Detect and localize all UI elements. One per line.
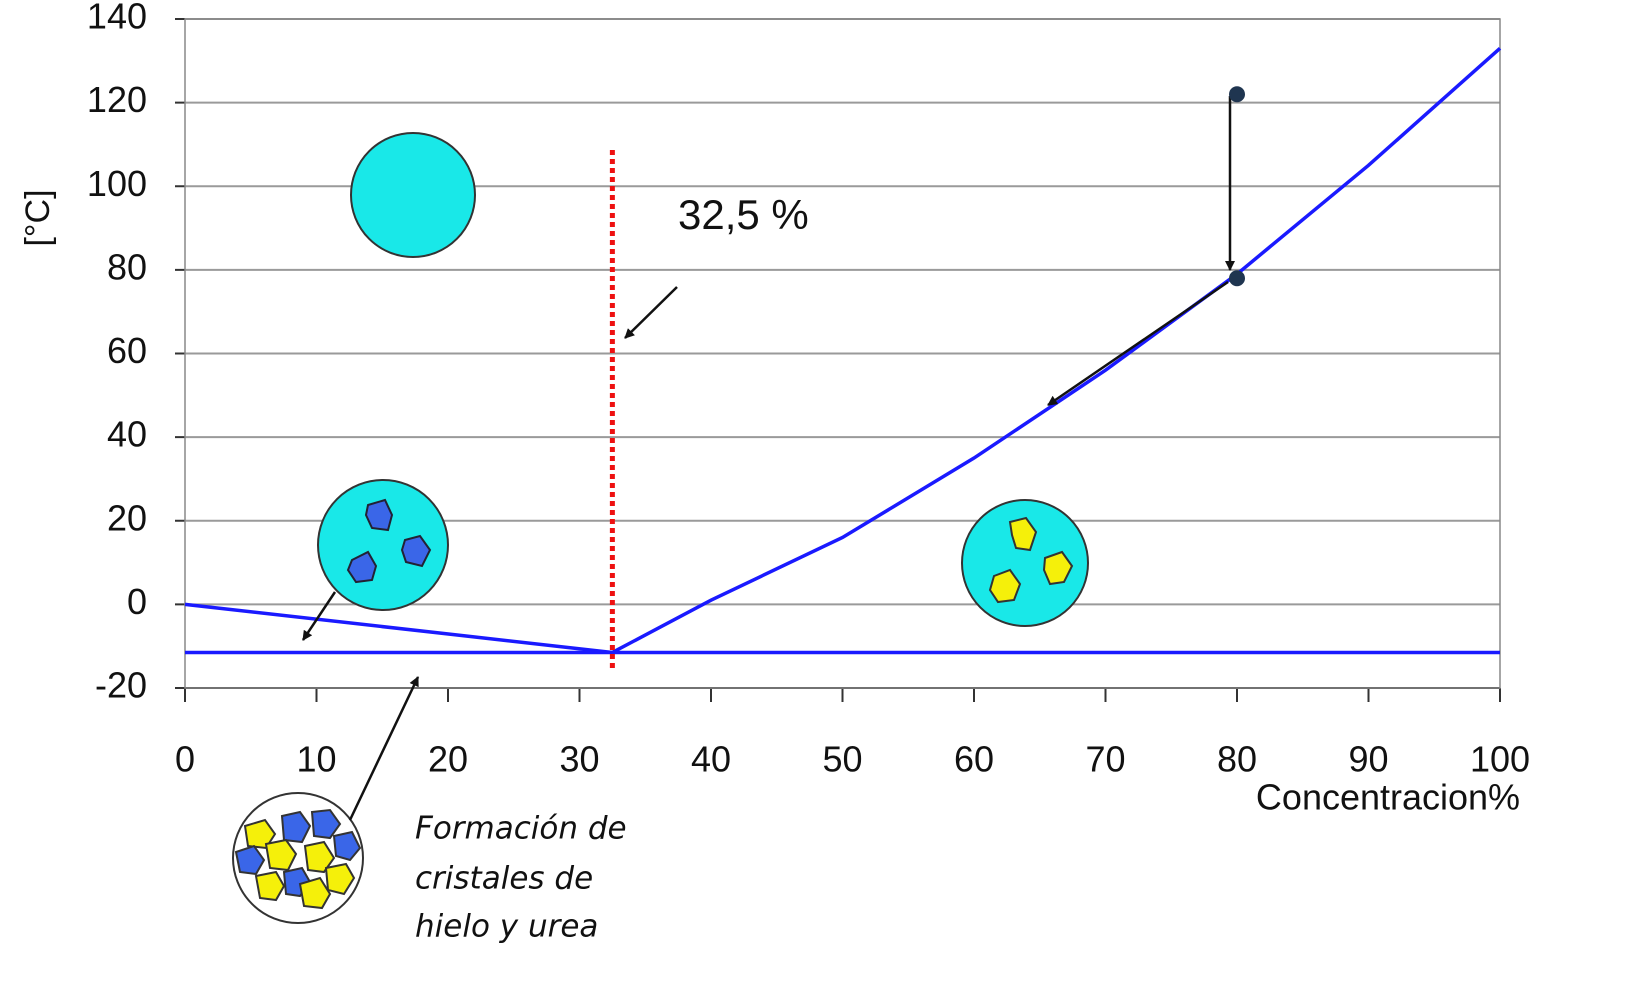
x-tick-label: 80 [1217,739,1257,780]
point [1229,86,1245,102]
x-tick-label: 70 [1085,739,1125,780]
x-tick-label: 100 [1470,739,1530,780]
y-tick-label: 80 [107,246,147,287]
urea-icon [962,500,1088,626]
x-tick-label: 30 [559,739,599,780]
foreground [612,86,1245,672]
x-tick-label: 40 [691,739,731,780]
liquid-icon [351,133,475,257]
grid: -20 0 20 40 60 80 100 120 140 0 10 20 30 40 50 60 70 80 90… [87,0,1530,780]
y-tick-label: 20 [107,497,147,538]
y-tick-label: 60 [107,330,147,371]
chart: -20 0 20 40 60 80 100 120 140 0 10 20 30 40 50 60 70 80 90… [0,0,1634,982]
note-line: cristales de [415,861,593,897]
y-tick-label: -20 [95,665,147,706]
x-tick-label: 60 [954,739,994,780]
y-tick-label: 100 [87,163,147,204]
y-tick-label: 140 [87,0,147,37]
y-tick-label: 0 [127,581,147,622]
note-line: hielo y urea [415,909,598,945]
x-tick-label: 20 [428,739,468,780]
x-axis-label: Concentracion% [1256,777,1520,818]
y-tick-label: 120 [87,79,147,120]
ice-icon [318,480,448,610]
note-line: Formación de [415,811,627,847]
curve [185,604,612,652]
note: Formación de cristales de hielo y urea [415,811,627,945]
x-tick-label: 90 [1348,739,1388,780]
mixed-icon [233,793,363,923]
x-tick-label: 50 [822,739,862,780]
x-tick-label: 0 [175,739,195,780]
eutectic-label: 32,5 % [678,191,809,238]
x-tick-label: 10 [296,739,336,780]
point [1229,270,1245,286]
y-tick-label: 40 [107,414,147,455]
y-axis-label: [°C] [19,189,57,246]
